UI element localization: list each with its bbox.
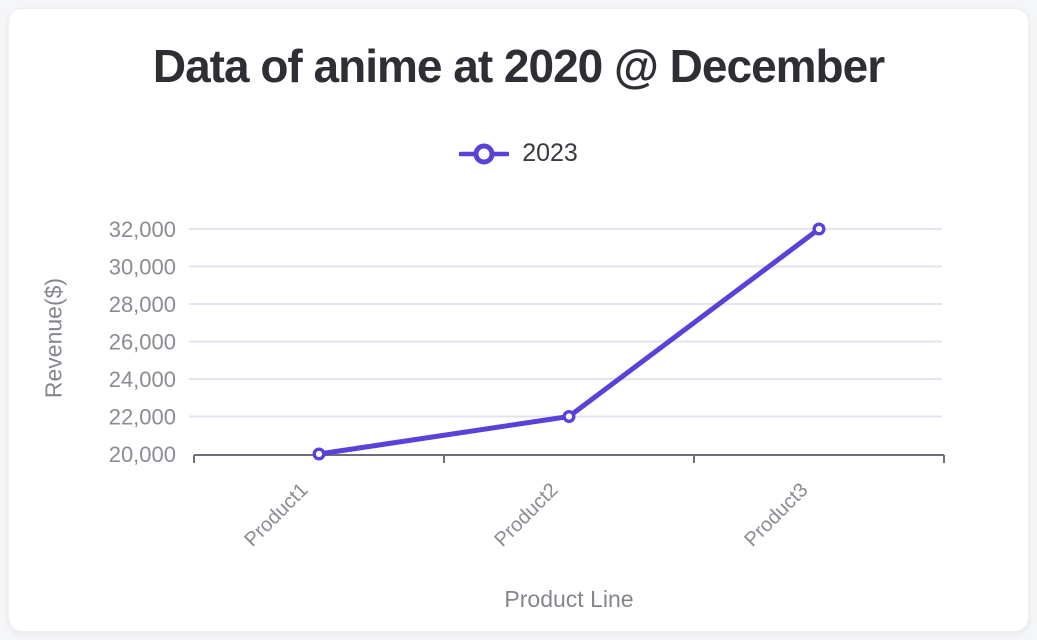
- y-tick-label: 30,000: [109, 255, 176, 280]
- legend-line-marker-icon: [459, 142, 510, 166]
- legend: 2023: [9, 139, 1028, 168]
- y-tick-label: 20,000: [109, 442, 176, 467]
- legend-label: 2023: [522, 139, 578, 167]
- chart-title: Data of anime at 2020 @ December: [152, 40, 885, 92]
- x-category-label: Product1: [240, 479, 312, 551]
- y-tick-label: 32,000: [109, 217, 176, 242]
- line-chart-canvas: 20,000 22,000 24,000 26,000 28,000 30,000 32,0…: [109, 217, 945, 551]
- legend-item-2023[interactable]: 2023: [459, 139, 578, 168]
- y-tick-label: 22,000: [109, 405, 176, 430]
- y-tick-label: 26,000: [109, 330, 176, 355]
- data-point-marker[interactable]: [562, 410, 576, 424]
- data-point-marker[interactable]: [312, 447, 326, 461]
- data-point-marker[interactable]: [812, 222, 826, 236]
- y-tick-label: 24,000: [109, 367, 176, 392]
- y-tick-label: 28,000: [109, 292, 176, 317]
- x-category-label: Product2: [490, 479, 562, 551]
- y-axis-title: Revenue($): [40, 277, 67, 399]
- x-category-label: Product3: [740, 479, 812, 551]
- chart-card: Data of anime at 2020 @ December 2023 20…: [8, 8, 1029, 632]
- x-axis-title: Product Line: [504, 586, 634, 612]
